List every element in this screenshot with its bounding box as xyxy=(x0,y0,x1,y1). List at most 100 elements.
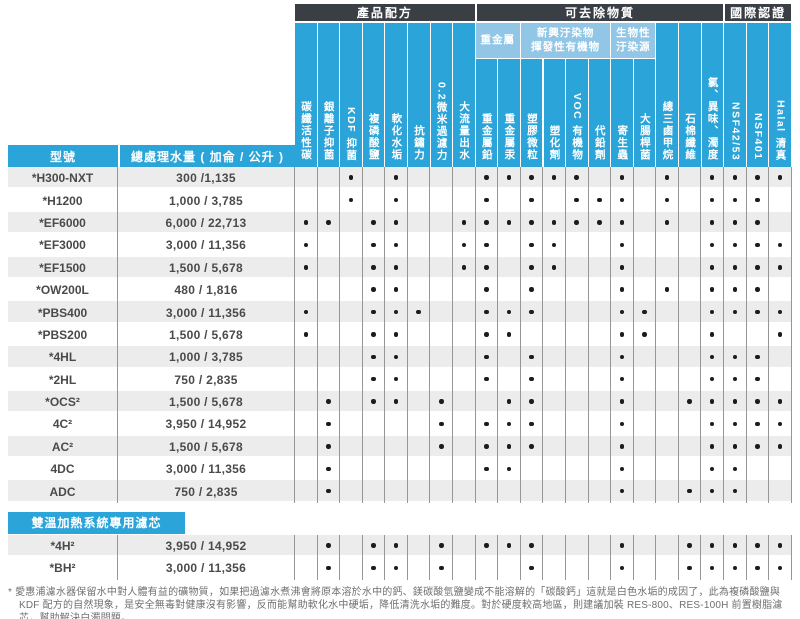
feature-dot xyxy=(529,220,534,225)
dot-cell xyxy=(340,234,363,257)
column-header-label: 代鉛劑 xyxy=(593,125,606,161)
feature-dot xyxy=(732,565,738,571)
volume-cell: 1,500 / 5,678 xyxy=(118,390,295,414)
feature-dot xyxy=(732,309,738,315)
feature-dot xyxy=(574,220,579,225)
column-header-label: 重金屬汞 xyxy=(503,113,516,161)
dot-cell xyxy=(589,256,612,279)
dot-cell xyxy=(318,301,341,324)
column-header: NSF401 xyxy=(746,23,769,167)
feature-dot xyxy=(371,543,376,548)
feature-dot xyxy=(529,354,534,360)
dot-cell xyxy=(769,534,792,558)
dot-cell xyxy=(611,534,634,558)
dot-cell xyxy=(408,167,431,190)
dot-cell xyxy=(385,211,408,235)
table-row: ADC 750 / 2,835 xyxy=(8,480,792,503)
dot-cell xyxy=(295,435,318,459)
dot-cell xyxy=(679,211,702,235)
column-header: 碳纖活性碳 xyxy=(295,23,317,167)
feature-dot xyxy=(732,466,738,472)
dot-cell xyxy=(543,167,566,190)
model-cell: *H300-NXT xyxy=(8,167,118,190)
dot-cell xyxy=(656,323,679,347)
dot-cell xyxy=(769,480,792,503)
dot-cell xyxy=(566,189,589,212)
volume-cell: 1,000 / 3,785 xyxy=(118,346,295,369)
dot-cell xyxy=(363,211,386,235)
feature-dot xyxy=(709,332,715,337)
feature-dot xyxy=(709,197,715,203)
feature-dot xyxy=(709,309,715,315)
dot-cell xyxy=(724,167,747,190)
dot-cell xyxy=(701,368,724,391)
dot-cell xyxy=(408,435,431,459)
feature-dot xyxy=(484,376,489,382)
dot-cell xyxy=(295,458,318,481)
dot-cell xyxy=(476,458,499,481)
dot-cell xyxy=(363,234,386,257)
dot-cell xyxy=(385,368,408,391)
feature-dot xyxy=(732,175,738,180)
dot-cell xyxy=(340,189,363,212)
feature-dot xyxy=(732,242,738,248)
dot-cell xyxy=(747,256,770,279)
table-row: *OW200L 480 / 1,816 xyxy=(8,278,792,302)
column-header: Halal 清真 xyxy=(769,23,791,167)
dot-cell xyxy=(679,480,702,503)
feature-dot xyxy=(709,543,715,548)
dot-cell xyxy=(724,323,747,347)
dot-cell xyxy=(521,390,544,414)
dot-cell xyxy=(340,390,363,414)
dot-cell xyxy=(656,458,679,481)
dot-cell xyxy=(498,323,521,347)
feature-dot xyxy=(619,421,625,427)
column-header: 石棉纖維 xyxy=(679,23,701,167)
feature-dot xyxy=(619,332,625,337)
table-row: *H300-NXT 300 /1,135 xyxy=(8,167,792,190)
feature-dot xyxy=(709,175,715,180)
dot-cell xyxy=(679,189,702,212)
feature-dot xyxy=(371,332,376,337)
feature-dot xyxy=(777,399,783,404)
model-cell: *4HL xyxy=(8,346,118,369)
dot-cell xyxy=(453,346,476,369)
dot-cell xyxy=(701,557,724,580)
feature-dot xyxy=(619,543,625,548)
dot-cell xyxy=(476,368,499,391)
column-header-label: 氯、異味、濁度 xyxy=(706,77,719,161)
feature-dot xyxy=(529,421,534,427)
feature-dot xyxy=(777,242,783,248)
feature-dot xyxy=(777,309,783,315)
column-header-label: KDF 抑菌 xyxy=(345,106,358,162)
subgroup-band: 重金屬 xyxy=(475,23,520,58)
column-header: 重金屬鉛 xyxy=(475,59,498,167)
dot-cell xyxy=(340,323,363,347)
feature-dot xyxy=(664,197,670,203)
dot-cell xyxy=(498,534,521,558)
dot-cell xyxy=(453,211,476,235)
dot-cell xyxy=(611,368,634,391)
dot-cell xyxy=(724,211,747,235)
dot-cell xyxy=(295,189,318,212)
dot-cell xyxy=(340,256,363,279)
feature-dot xyxy=(755,543,760,548)
feature-dot xyxy=(687,399,692,404)
dot-cell xyxy=(724,368,747,391)
dot-cell xyxy=(295,323,318,347)
dot-cell xyxy=(701,301,724,324)
dot-cell xyxy=(498,189,521,212)
dot-cell xyxy=(476,189,499,212)
table-row: AC² 1,500 / 5,678 xyxy=(8,435,792,459)
column-header: 銀離子抑菌 xyxy=(317,23,340,167)
dot-cell xyxy=(385,557,408,580)
column-header-label: 銀離子抑菌 xyxy=(322,101,335,161)
dot-cell xyxy=(318,256,341,279)
column-header-label: 軟化水垢 xyxy=(390,113,403,161)
dot-cell xyxy=(385,234,408,257)
feature-dot xyxy=(506,444,512,449)
dot-cell xyxy=(634,301,657,324)
feature-dot xyxy=(303,332,309,337)
dot-cell xyxy=(453,435,476,459)
dot-cell xyxy=(521,480,544,503)
